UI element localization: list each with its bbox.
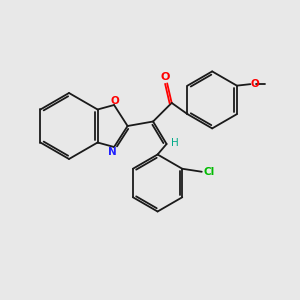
- Text: O: O: [250, 79, 259, 88]
- Text: H: H: [171, 137, 179, 148]
- Text: N: N: [108, 147, 117, 158]
- Text: O: O: [110, 96, 119, 106]
- Text: Cl: Cl: [204, 167, 215, 177]
- Text: O: O: [161, 72, 170, 82]
